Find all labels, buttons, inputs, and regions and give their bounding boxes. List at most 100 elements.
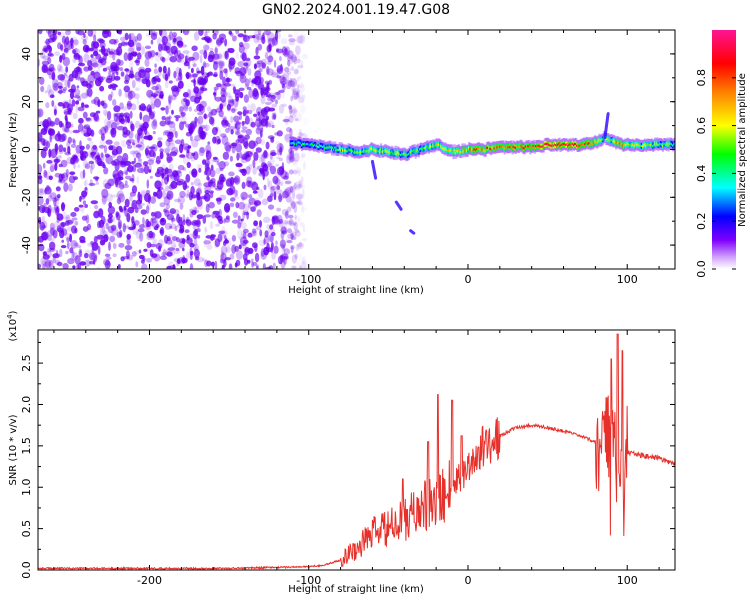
noise-blob	[300, 153, 304, 162]
noise-blob	[143, 161, 148, 167]
noise-blob	[224, 50, 228, 59]
noise-blob	[246, 86, 252, 90]
noise-blob	[80, 92, 89, 99]
ridge-core	[321, 145, 325, 148]
noise-blob	[239, 236, 248, 247]
noise-blob	[298, 82, 305, 89]
noise-blob	[139, 123, 146, 131]
noise-blob	[277, 149, 281, 156]
noise-blob	[298, 131, 303, 138]
noise-blob	[72, 251, 75, 258]
noise-blob	[168, 184, 175, 190]
noise-blob	[155, 52, 159, 56]
ridge-spur	[370, 159, 378, 180]
noise-blob	[90, 152, 95, 158]
noise-blob	[271, 251, 276, 260]
noise-blob	[49, 121, 56, 127]
noise-blob	[288, 169, 294, 175]
noise-blob	[126, 89, 134, 94]
noise-blob	[270, 185, 277, 191]
noise-blob	[224, 141, 232, 152]
noise-blob	[165, 139, 171, 147]
noise-blob	[288, 38, 296, 43]
noise-blob	[144, 148, 149, 156]
noise-blob	[218, 109, 224, 118]
noise-blob	[213, 61, 218, 71]
colorbar-gradient	[712, 30, 736, 269]
ridge-core	[580, 143, 583, 146]
noise-blob	[169, 56, 177, 63]
noise-blob	[181, 238, 186, 245]
y-tick-label: 2.0	[20, 396, 33, 414]
ridge-core	[619, 142, 622, 145]
noise-blob	[204, 158, 210, 168]
noise-blob	[140, 165, 145, 174]
noise-blob	[141, 46, 146, 55]
ridge-core	[593, 140, 597, 143]
noise-blob	[93, 176, 100, 180]
noise-blob	[290, 105, 297, 115]
noise-blob	[205, 203, 210, 213]
noise-blob	[237, 135, 243, 139]
noise-blob	[257, 30, 262, 36]
noise-blob	[207, 106, 211, 112]
noise-blob	[281, 46, 287, 56]
noise-blob	[245, 180, 252, 188]
noise-blob	[279, 143, 283, 153]
colorbar-tick-label: 0.2	[695, 212, 708, 230]
noise-blob	[291, 55, 294, 60]
noise-blob	[81, 35, 89, 41]
noise-blob	[145, 205, 150, 214]
noise-blob	[93, 259, 96, 265]
noise-blob	[287, 206, 292, 213]
noise-blob	[115, 211, 120, 218]
noise-blob	[135, 42, 142, 52]
noise-blob	[107, 217, 112, 224]
noise-blob	[195, 256, 200, 261]
noise-blob	[210, 148, 213, 158]
ridge-core	[661, 144, 665, 147]
noise-blob	[273, 59, 277, 68]
noise-blob	[241, 126, 248, 130]
noise-blob	[293, 203, 298, 214]
noise-blob	[248, 77, 252, 84]
noise-blob	[203, 192, 211, 202]
noise-blob	[54, 51, 60, 56]
noise-blob	[234, 123, 238, 129]
noise-blob	[135, 144, 142, 148]
noise-blob	[77, 96, 82, 102]
noise-blob	[152, 130, 156, 135]
noise-blob	[193, 31, 200, 41]
noise-blob	[159, 90, 164, 99]
noise-blob	[48, 259, 54, 269]
noise-blob	[182, 247, 185, 252]
noise-blob	[186, 237, 193, 245]
noise-blob	[130, 103, 137, 111]
noise-blob	[256, 264, 260, 269]
noise-blob	[298, 75, 302, 80]
noise-blob	[200, 105, 206, 114]
ridge-core	[435, 143, 438, 146]
noise-blob	[58, 163, 63, 168]
noise-blob	[79, 195, 86, 200]
noise-blob	[74, 227, 78, 234]
noise-blob	[154, 180, 162, 190]
noise-blob	[87, 60, 93, 67]
noise-blob	[235, 32, 241, 38]
noise-blob	[39, 189, 44, 194]
noise-blob	[69, 39, 74, 43]
noise-blob	[168, 80, 173, 84]
noise-blob	[60, 88, 64, 92]
noise-blob	[290, 232, 294, 241]
noise-blob	[296, 58, 301, 64]
noise-blob	[210, 177, 216, 184]
noise-blob	[274, 140, 281, 145]
noise-blob	[52, 78, 59, 88]
ridge-core	[420, 147, 423, 150]
noise-blob	[91, 62, 99, 68]
noise-blob	[276, 185, 281, 190]
noise-blob	[39, 51, 46, 59]
noise-blob	[45, 102, 50, 109]
noise-blob	[290, 56, 294, 65]
noise-blob	[149, 30, 153, 36]
